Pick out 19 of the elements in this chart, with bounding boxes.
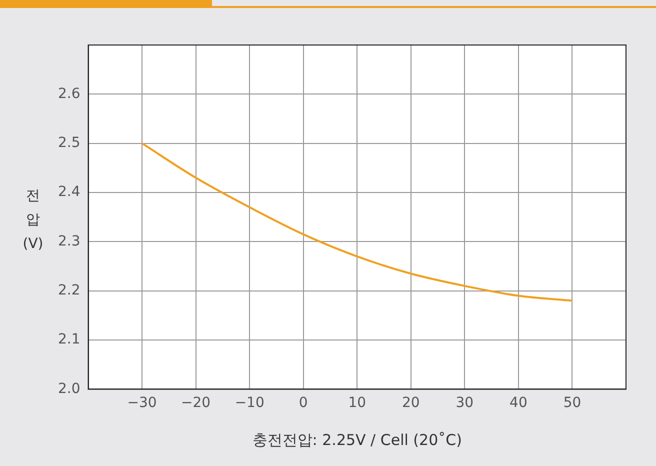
y-tick-label: 2.4 [58, 184, 80, 200]
y-tick-label: 2.5 [58, 134, 80, 151]
y-tick-label: 2.0 [58, 380, 80, 397]
y-tick-label: 2.2 [58, 282, 80, 298]
y-axis-title: 전압 (V) [22, 187, 44, 254]
x-axis-title: 충전전압: 2.25V / Cell (20˚C) [252, 430, 462, 449]
line-series [141, 142, 574, 302]
x-tick-label: 0 [298, 395, 308, 412]
x-tick-label: 30 [456, 395, 474, 412]
x-tick-label: −20 [181, 395, 211, 412]
x-tick-label: 10 [348, 395, 366, 412]
y-tick-label: 2.6 [58, 86, 80, 102]
x-tick-label: −30 [127, 395, 157, 412]
x-tick-label: 50 [563, 395, 582, 412]
y-tick-label: 2.1 [58, 332, 80, 348]
x-tick-label: −10 [234, 395, 264, 412]
y-tick-label: 2.3 [58, 233, 80, 250]
x-tick-label: 20 [402, 395, 420, 412]
x-tick-label: 40 [510, 395, 528, 412]
